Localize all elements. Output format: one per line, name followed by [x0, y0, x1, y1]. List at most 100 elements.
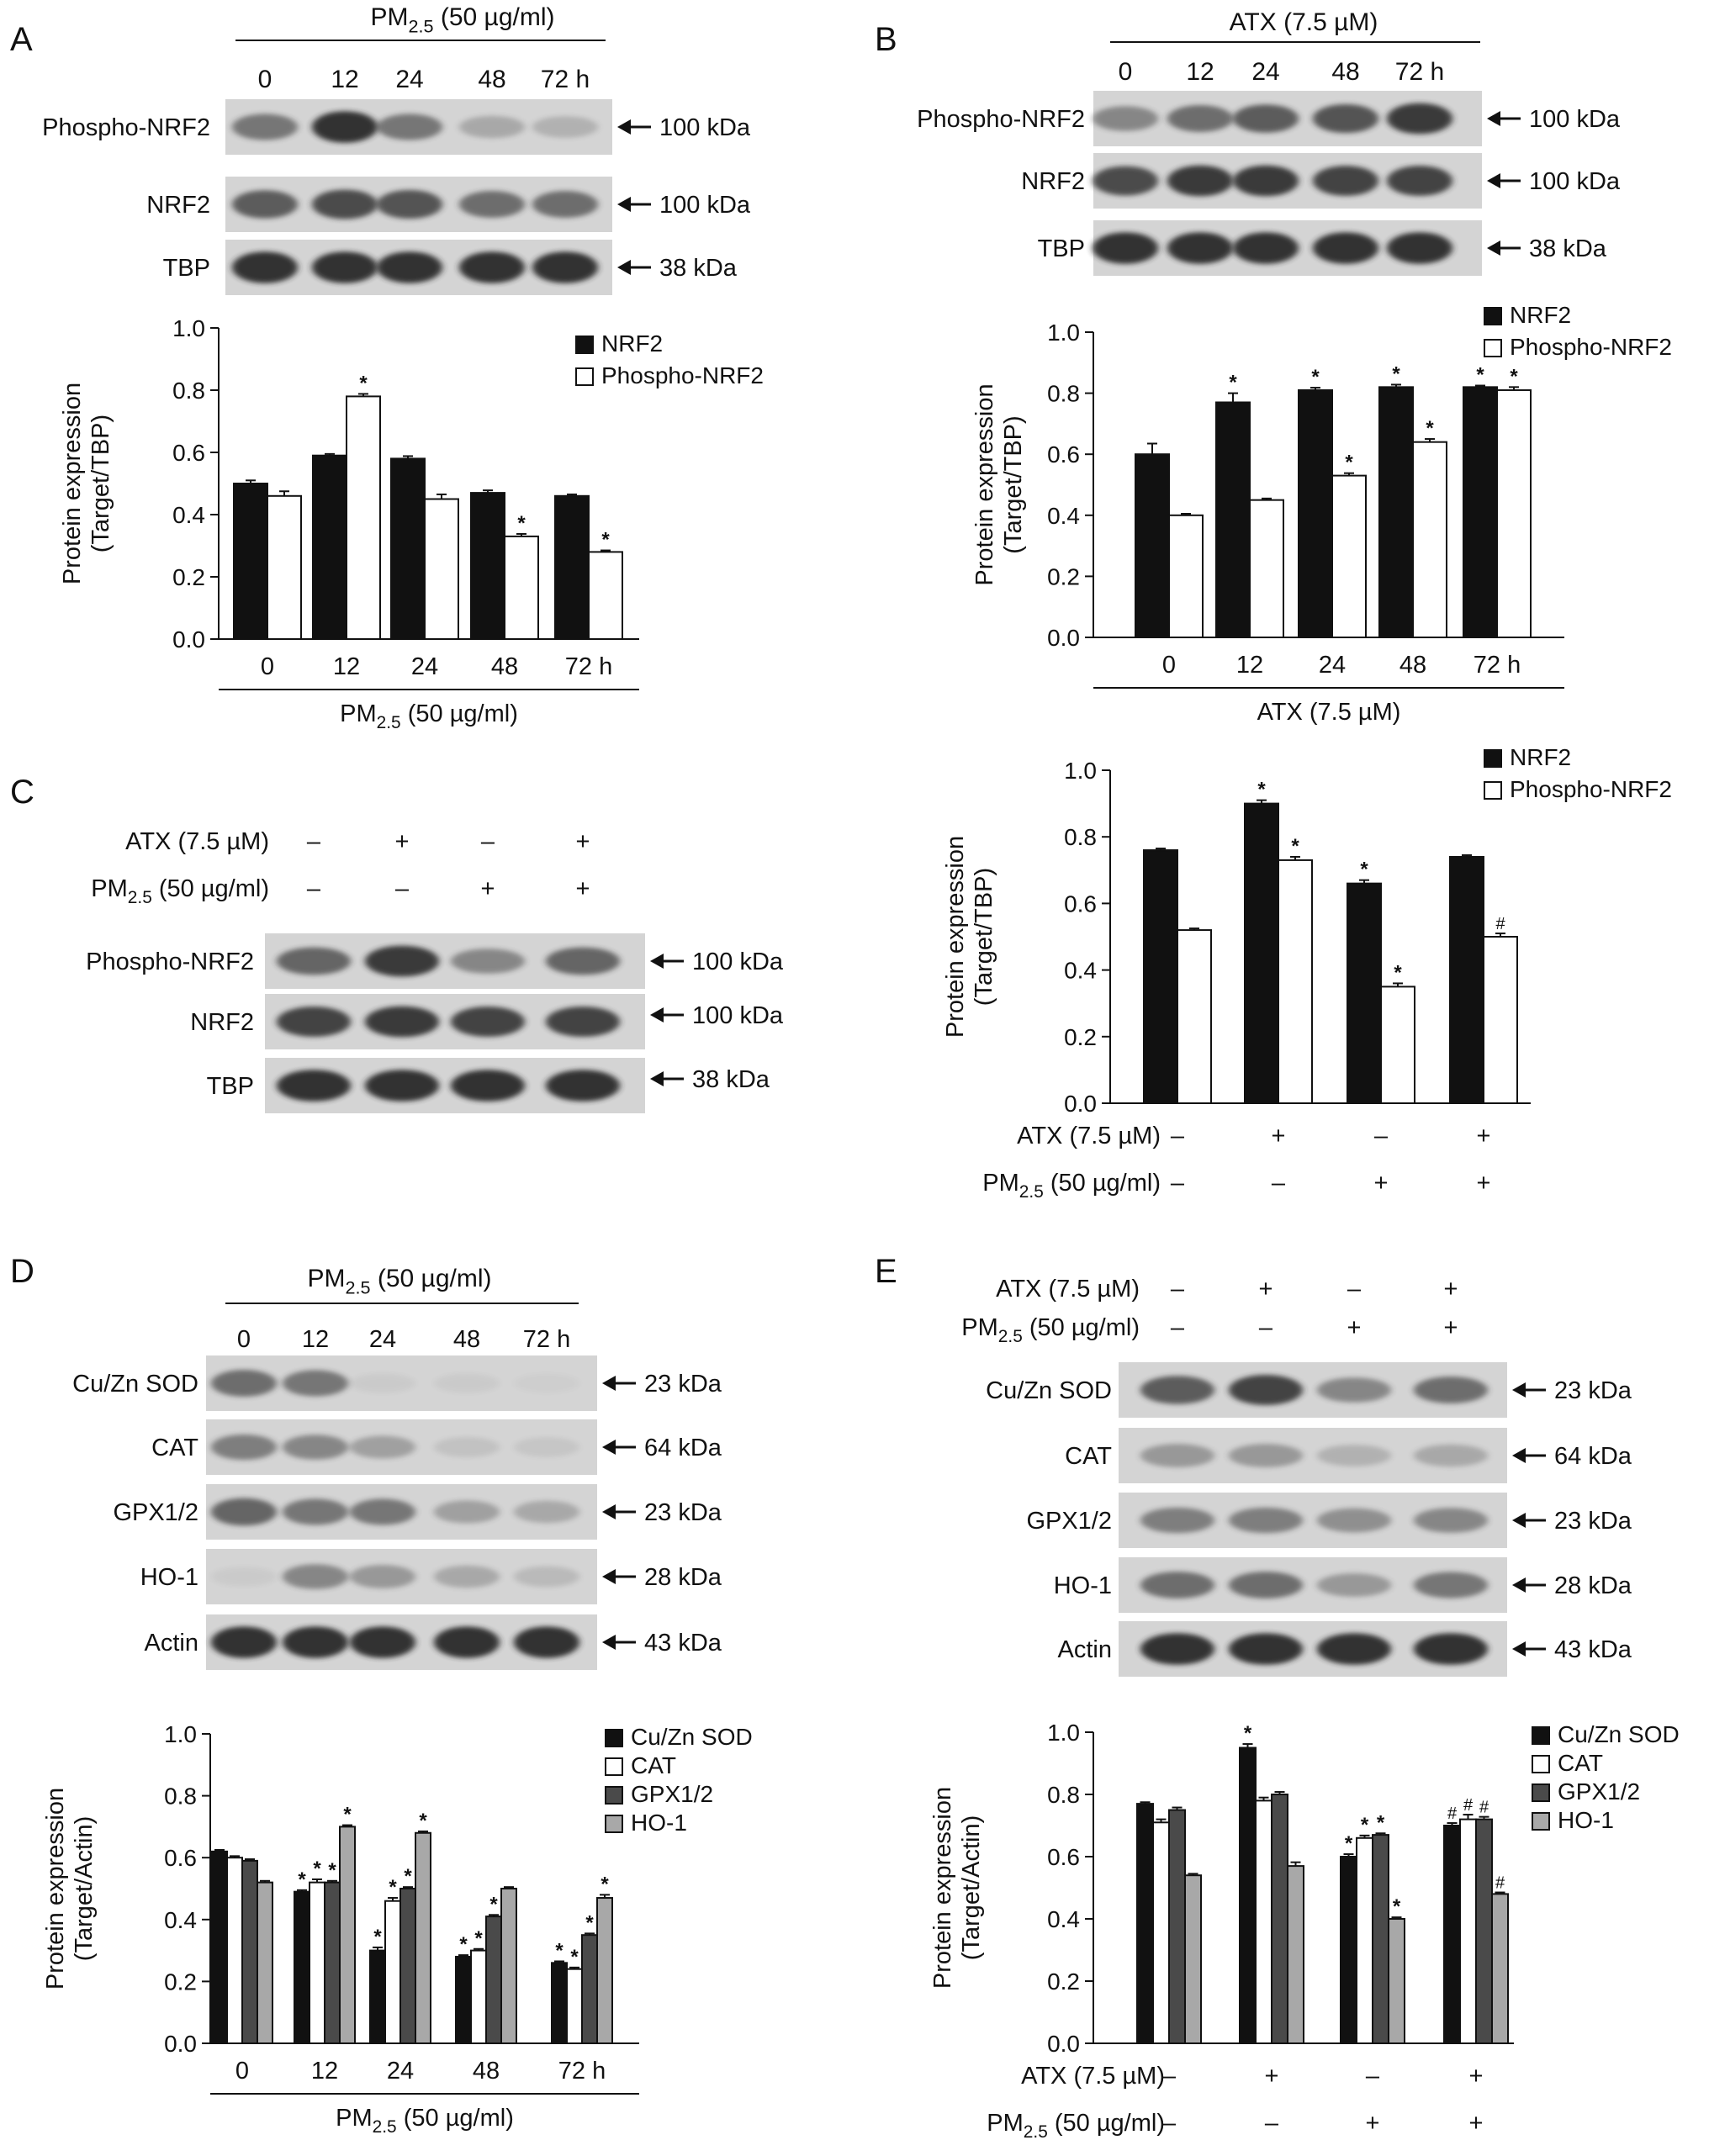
- blot-row-size: 100 kDa: [659, 114, 751, 141]
- treatment-sign: +: [1259, 1276, 1273, 1303]
- blot-row-size: 100 kDa: [692, 1002, 784, 1029]
- arrow-left-icon: [617, 260, 651, 275]
- y-tick-label: 1.0: [172, 315, 205, 341]
- x-tick-label: 24: [1319, 652, 1346, 679]
- significance-mark: *: [1476, 364, 1484, 387]
- blot-row-label: TBP: [207, 1073, 254, 1100]
- legend-swatch: [1532, 1812, 1550, 1831]
- blot-band: [1140, 1444, 1214, 1467]
- blot-c-treatment-label: PM2.5 (50 µg/ml): [91, 875, 269, 907]
- treatment-sign: –: [481, 828, 495, 855]
- treatment-sign: –: [1171, 1314, 1185, 1341]
- bar: [581, 1934, 598, 2044]
- significance-mark: *: [1361, 1814, 1369, 1836]
- bar: [346, 395, 381, 640]
- lane-label: 72 h: [523, 1326, 570, 1353]
- blot-band: [365, 1070, 439, 1102]
- significance-mark: *: [1229, 372, 1237, 394]
- blot-band: [1229, 1375, 1303, 1405]
- bar: [470, 492, 505, 640]
- arrow-left-icon: [650, 1071, 684, 1086]
- treatment-sign: –: [1171, 1123, 1185, 1149]
- blot-d-header-main: PM: [307, 1265, 345, 1292]
- legend-swatch: [1484, 781, 1502, 800]
- chart-d: 0.0 0.2 0.4 0.6 0.8 1.0 Protein expression (Tar…: [42, 1721, 753, 2095]
- treatment-label: ATX (7.5 µM): [1021, 2063, 1165, 2090]
- y-tick-label: 0.2: [164, 1968, 197, 1995]
- blot-d-header-rest: (50 µg/ml): [371, 1265, 492, 1292]
- bar: [1136, 1803, 1154, 2045]
- blot-band: [514, 1500, 579, 1524]
- bar: [551, 1962, 568, 2045]
- y-axis-label: (Target/TBP): [1000, 415, 1027, 553]
- blot-row-label: Phospho-NRF2: [86, 949, 254, 975]
- x-axis-label: PM2.5 (50 µg/ml): [336, 2105, 514, 2137]
- chart-e: 0.0 0.2 0.4 0.6 0.8 1.0 Protein expression (Tar…: [929, 1720, 1680, 2137]
- arrow-head: [602, 1440, 616, 1455]
- blot-band: [1317, 1377, 1391, 1403]
- blot-c-treatment-label-sub: 2.5: [128, 888, 152, 907]
- arrow-head: [1487, 173, 1500, 188]
- bar: [485, 1916, 502, 2045]
- blot-band: [451, 1070, 525, 1102]
- blot-band: [1140, 1376, 1214, 1404]
- bar: [470, 1949, 487, 2045]
- significance-mark: *: [1345, 452, 1353, 474]
- blot-row-phospho-nrf2: Phospho-NRF2 100 kDa: [917, 91, 1621, 146]
- y-axis-label: Protein expression: [971, 383, 998, 585]
- arrow-left-icon: [1487, 111, 1521, 126]
- treatment-sign: +: [1469, 2110, 1484, 2137]
- blot-row-label: Phospho-NRF2: [42, 114, 210, 141]
- x-tick-label: 48: [491, 653, 518, 680]
- blot-row-actin: Actin 43 kDa: [1058, 1621, 1632, 1677]
- arrow-head: [650, 954, 664, 969]
- chart-b: 0.0 0.2 0.4 0.6 0.8 1.0 Protein expression (Tar…: [971, 302, 1672, 726]
- treatment-sign: +: [1444, 1276, 1458, 1303]
- arrow-left-icon: [602, 1440, 636, 1455]
- blot-row-label: CAT: [1065, 1443, 1112, 1470]
- blot-row-size: 28 kDa: [644, 1564, 722, 1591]
- blot-band: [1229, 1507, 1303, 1534]
- treatment-sign: –: [1171, 1276, 1185, 1303]
- arrow-left-icon: [1512, 1513, 1546, 1528]
- blot-band: [283, 1626, 348, 1658]
- y-tick-label: 0.6: [1047, 1844, 1080, 1870]
- arrow-head: [1487, 111, 1500, 126]
- blot-row-size: 100 kDa: [1529, 168, 1621, 195]
- blot-row-label: Cu/Zn SOD: [72, 1371, 198, 1398]
- legend-swatch: [575, 336, 594, 354]
- legend-label: NRF2: [1510, 744, 1571, 770]
- bar: [1177, 929, 1212, 1104]
- legend-label: HO-1: [631, 1810, 687, 1836]
- bar: [339, 1826, 356, 2044]
- legend-swatch: [1484, 339, 1502, 357]
- blot-band: [283, 1370, 348, 1397]
- blot-band: [211, 1626, 277, 1658]
- y-tick-label: 0.2: [1047, 563, 1080, 589]
- treatment-label-main: PM: [982, 1170, 1019, 1197]
- bar: [211, 1850, 228, 2045]
- bar: [1215, 401, 1251, 638]
- bar: [267, 494, 302, 640]
- x-axis-label-rest: (50 µg/ml): [401, 700, 518, 727]
- x-tick-label: 72 h: [565, 653, 612, 680]
- blot-band: [312, 111, 378, 143]
- bar: [1152, 1821, 1170, 2045]
- blot-row-actin: Actin 43 kDa: [145, 1614, 722, 1670]
- blot-row-tbp: TBP 38 kDa: [207, 1058, 770, 1113]
- blot-a: Phospho-NRF2 100 kDa NRF2 100 kDa TBP 38 kDa: [42, 99, 751, 295]
- significance-mark: *: [1360, 859, 1368, 881]
- y-tick-label: 0.4: [164, 1907, 197, 1933]
- bar: [1483, 936, 1518, 1104]
- blot-band: [211, 1498, 277, 1526]
- blot-band: [377, 114, 442, 140]
- blot-band: [1313, 166, 1378, 196]
- x-tick-label: 0: [235, 2058, 249, 2085]
- treatment-sign: +: [576, 828, 590, 855]
- blot-band: [232, 251, 298, 283]
- blot-band: [459, 251, 525, 283]
- blot-a-header: PM2.5 (50 µg/ml): [370, 3, 554, 36]
- treatment-sign: –: [1162, 2063, 1177, 2090]
- blot-band: [350, 1626, 415, 1658]
- arrow-head: [1512, 1577, 1526, 1593]
